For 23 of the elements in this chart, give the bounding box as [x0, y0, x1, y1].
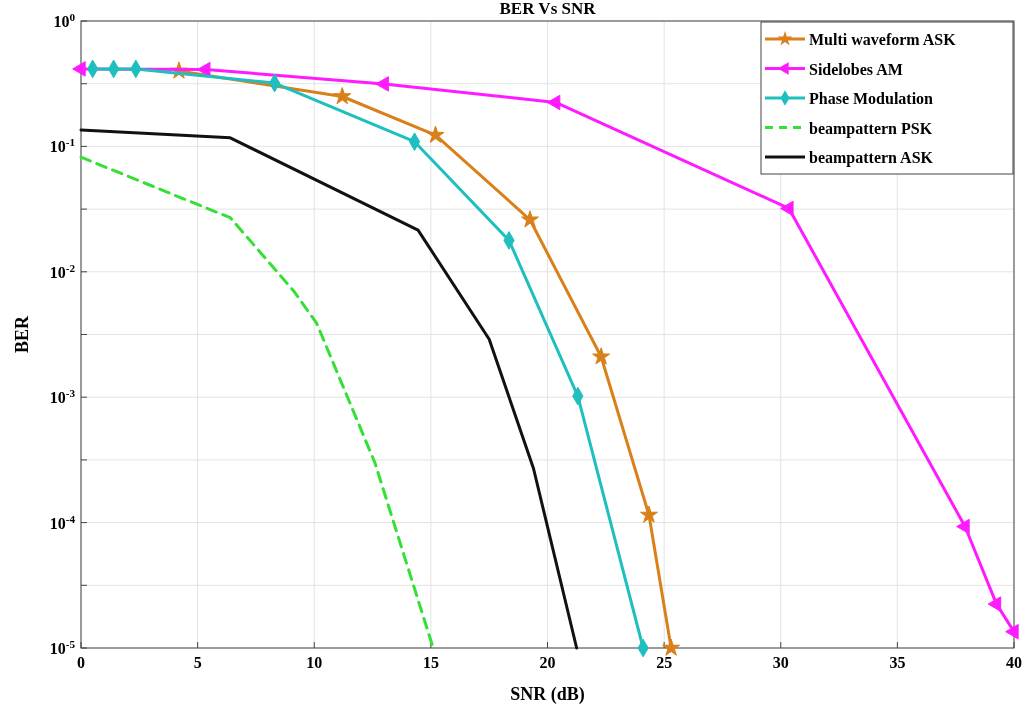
y-tick-label: 10$^{-5}$	[49, 638, 76, 657]
x-tick-label: 20	[539, 654, 556, 671]
legend-label: beampattern ASK	[809, 149, 934, 167]
x-tick-label: 10	[306, 654, 323, 671]
y-tick-label: 10$^{-3}$	[49, 387, 76, 407]
x-tick-label: 35	[889, 654, 906, 671]
x-tick-label: 40	[1006, 654, 1022, 671]
legend-label: Sidelobes AM	[809, 60, 903, 78]
legend-label: Phase Modulation	[809, 90, 934, 107]
x-axis-title: SNR (dB)	[510, 684, 585, 705]
x-tick-label: 0	[77, 654, 85, 671]
legend-label: beampattern PSK	[809, 119, 933, 138]
x-tick-label: 30	[772, 654, 789, 671]
y-tick-label: 10$^{0}$	[53, 11, 76, 30]
x-tick-label: 25	[656, 654, 673, 671]
y-tick-label: 10$^{-4}$	[49, 512, 76, 532]
y-tick-label: 10$^{-1}$	[49, 136, 76, 156]
x-tick-label: 5	[193, 654, 202, 671]
chart-title: BER Vs SNR	[499, 0, 597, 18]
x-tick-label: 15	[422, 654, 439, 671]
y-tick-label: 10$^{-2}$	[49, 261, 76, 281]
y-axis-title: BER	[12, 315, 32, 354]
legend-label: Multi waveform ASK	[809, 31, 957, 48]
